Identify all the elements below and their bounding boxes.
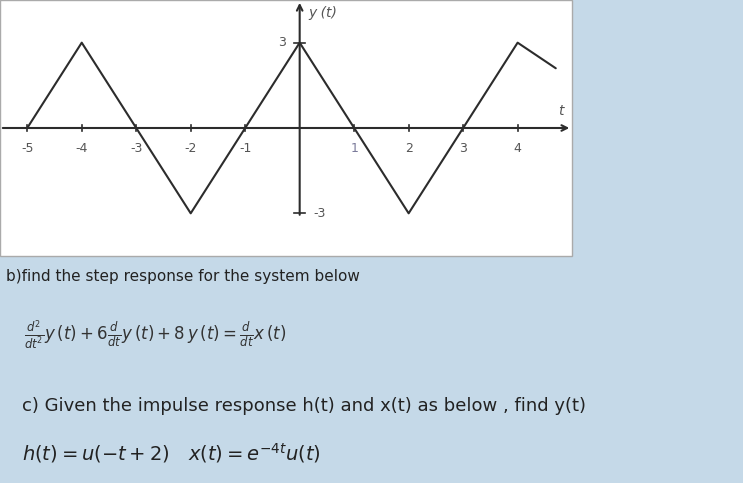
Text: $h(t) = u(-t+2)\quad x(t) = e^{-4t}u(t)$: $h(t) = u(-t+2)\quad x(t) = e^{-4t}u(t)$ bbox=[22, 441, 321, 465]
Text: -2: -2 bbox=[184, 142, 197, 155]
Text: 1: 1 bbox=[350, 142, 358, 155]
Text: 3: 3 bbox=[278, 36, 286, 49]
Text: t: t bbox=[559, 104, 564, 118]
Text: 3: 3 bbox=[459, 142, 467, 155]
Text: c) Given the impulse response h(t) and x(t) as below , find y(t): c) Given the impulse response h(t) and x… bbox=[22, 397, 585, 415]
Text: 4: 4 bbox=[513, 142, 522, 155]
Text: y (t): y (t) bbox=[308, 6, 337, 20]
Text: $\frac{d^2}{dt^2}y\,(t) +6\frac{d}{dt}y\,(t) +8\,y\,(t) = \frac{d}{dt}x\,(t)$: $\frac{d^2}{dt^2}y\,(t) +6\frac{d}{dt}y\… bbox=[24, 319, 286, 352]
Text: -4: -4 bbox=[76, 142, 88, 155]
Text: -3: -3 bbox=[130, 142, 143, 155]
Text: b)find the step response for the system below: b)find the step response for the system … bbox=[6, 269, 360, 284]
Text: 2: 2 bbox=[405, 142, 412, 155]
Text: -3: -3 bbox=[314, 207, 325, 220]
Text: -1: -1 bbox=[239, 142, 251, 155]
Text: -5: -5 bbox=[21, 142, 33, 155]
